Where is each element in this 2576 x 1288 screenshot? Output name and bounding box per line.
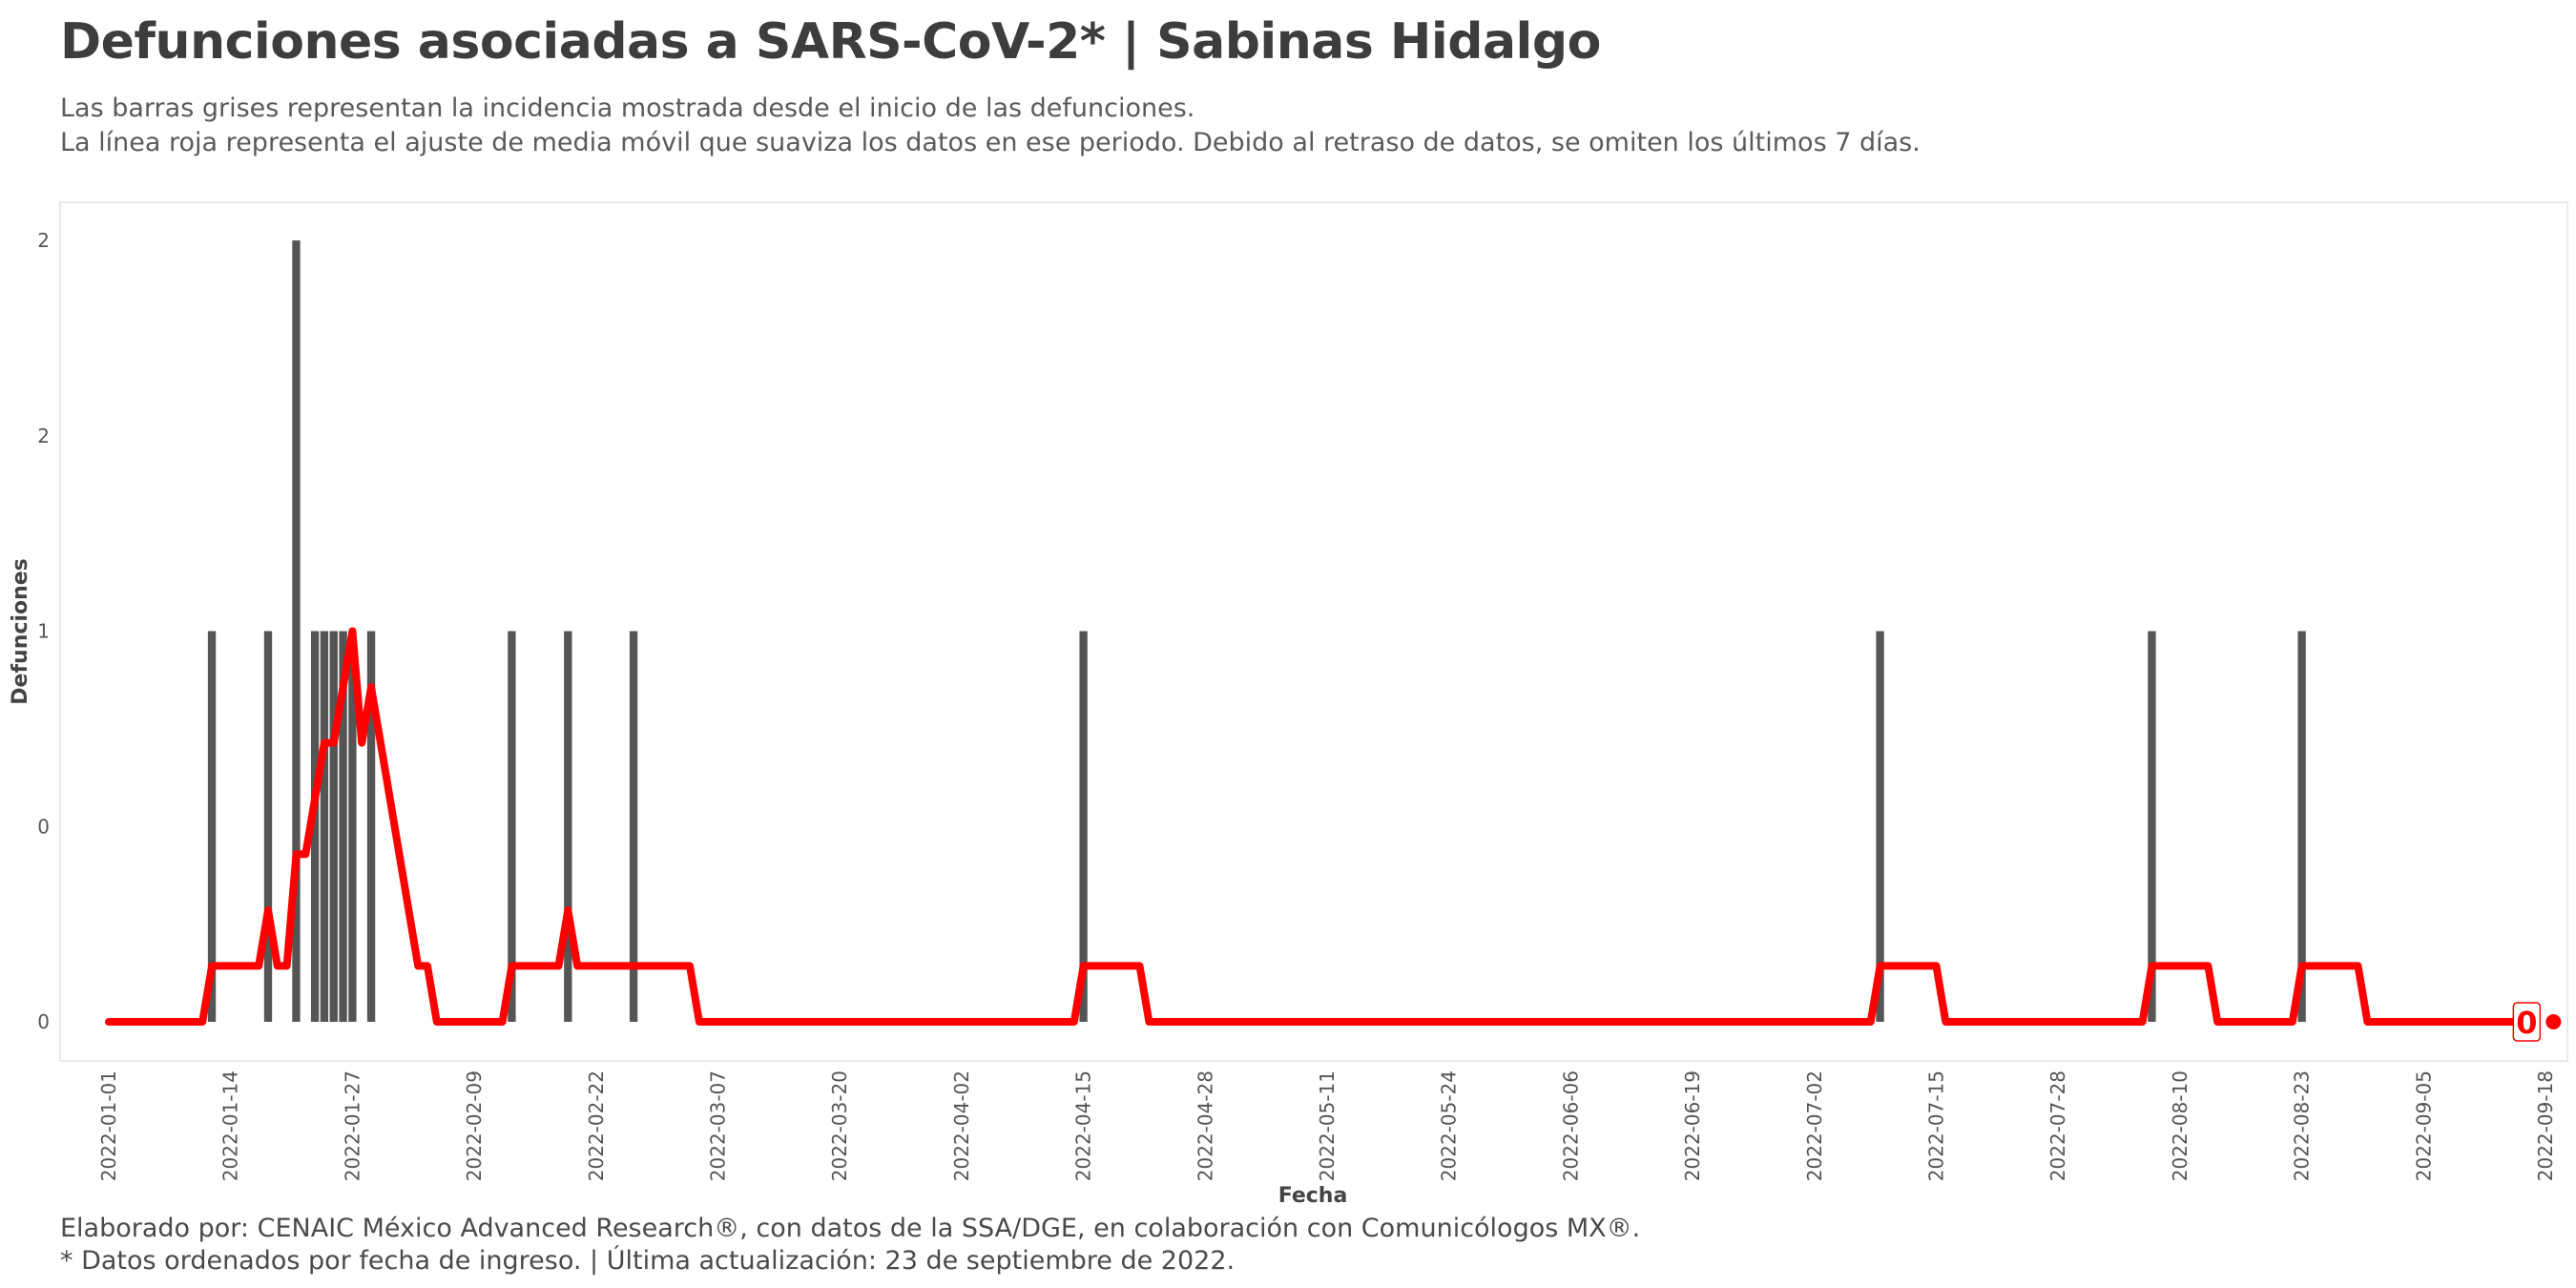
y-axis-title: Defunciones	[9, 558, 32, 704]
subtitle-line-2: La línea roja representa el ajuste de me…	[60, 128, 1921, 157]
bar	[2148, 631, 2156, 1022]
x-tick-label: 2022-04-28	[1194, 1070, 1216, 1181]
x-tick-label: 2022-02-22	[585, 1070, 608, 1181]
bar	[348, 631, 357, 1022]
x-tick-label: 2022-04-15	[1072, 1070, 1095, 1181]
caption-note: * Datos ordenados por fecha de ingreso. …	[60, 1246, 1236, 1276]
bar	[564, 631, 572, 1022]
y-tick-label: 1	[37, 620, 50, 643]
bar	[329, 631, 338, 1022]
x-tick-label: 2022-05-11	[1316, 1070, 1339, 1181]
bar	[629, 631, 638, 1022]
bar	[366, 631, 376, 1022]
bar	[1079, 631, 1088, 1022]
bar	[292, 240, 301, 1022]
x-axis: 2022-01-01 2022-01-14 2022-01-27 2022-02-09…	[97, 1070, 2557, 1181]
moving-average-line	[105, 627, 2531, 1026]
x-tick-label: 2022-07-02	[1803, 1070, 1826, 1181]
bar	[339, 631, 347, 1022]
bar-series	[207, 240, 2306, 1022]
caption-credit: Elaborado por: CENAIC México Advanced Re…	[60, 1214, 1641, 1243]
moving-average-series: 0	[105, 627, 2562, 1042]
x-axis-title: Fecha	[1278, 1184, 1348, 1208]
x-tick-label: 2022-09-05	[2412, 1070, 2435, 1181]
x-tick-label: 2022-01-14	[219, 1070, 242, 1181]
x-tick-label: 2022-02-09	[463, 1070, 486, 1181]
end-label-box	[2512, 1002, 2542, 1042]
bar	[2297, 631, 2306, 1022]
x-tick-label: 2022-08-23	[2291, 1070, 2314, 1181]
x-tick-label: 2022-07-28	[2046, 1070, 2069, 1181]
end-point-marker	[2545, 1014, 2562, 1029]
y-tick-label: 2	[37, 425, 50, 447]
bar	[263, 631, 273, 1022]
x-tick-label: 2022-06-06	[1559, 1070, 1582, 1181]
bar	[1876, 631, 1884, 1022]
x-tick-label: 2022-01-27	[341, 1070, 364, 1181]
bar	[310, 631, 320, 1022]
x-tick-label: 2022-04-02	[950, 1070, 973, 1181]
chart-title: Defunciones asociadas a SARS-CoV-2* | Sa…	[60, 13, 1601, 71]
subtitle-line-1: Las barras grises representan la inciden…	[60, 93, 1195, 123]
bar	[320, 631, 329, 1022]
y-tick-label: 0	[37, 1010, 50, 1033]
bar	[207, 631, 217, 1022]
x-tick-label: 2022-03-20	[828, 1070, 851, 1181]
y-tick-label: 0	[37, 815, 50, 838]
x-tick-label: 2022-07-15	[1925, 1070, 1948, 1181]
plot-panel	[59, 201, 2568, 1062]
x-tick-label: 2022-06-19	[1681, 1070, 1704, 1181]
bar	[508, 631, 516, 1022]
y-axis: 0 0 1 2 2	[37, 229, 50, 1033]
x-tick-label: 2022-03-07	[707, 1070, 730, 1181]
x-tick-label: 2022-01-01	[97, 1070, 120, 1181]
x-tick-label: 2022-09-18	[2534, 1070, 2557, 1181]
x-tick-label: 2022-05-24	[1438, 1070, 1461, 1181]
y-tick-label: 2	[37, 229, 50, 252]
x-tick-label: 2022-08-10	[2169, 1070, 2192, 1181]
end-value-label: 0	[2516, 1005, 2537, 1041]
